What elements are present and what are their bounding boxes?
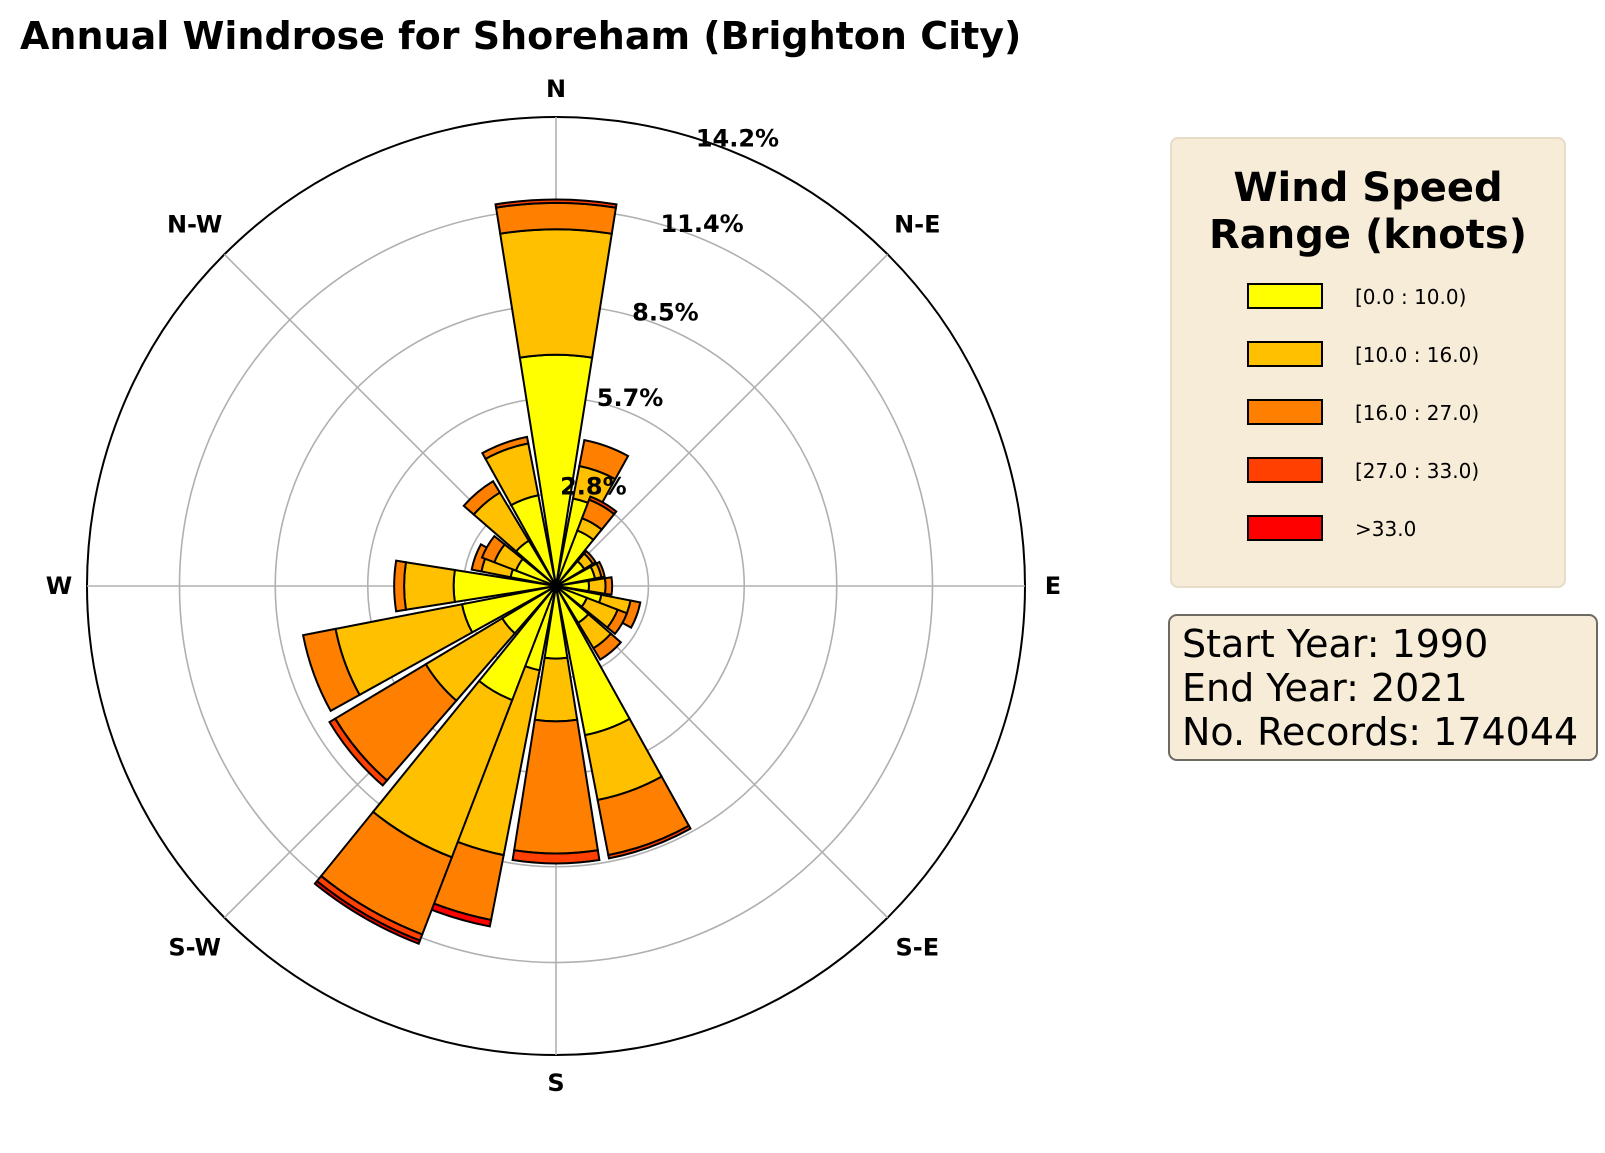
windrose-sector xyxy=(511,849,601,865)
radial-tick-label: 14.2% xyxy=(696,125,779,153)
legend-label: [16.0 : 27.0) xyxy=(1355,401,1480,425)
compass-label: S-E xyxy=(896,933,940,961)
windrose-sector xyxy=(592,632,623,661)
windrose-sector xyxy=(313,879,422,945)
record-info-box: Start Year: 1990 End Year: 2021 No. Reco… xyxy=(1168,614,1598,761)
windrose-sector xyxy=(494,198,618,209)
legend-label: >33.0 xyxy=(1355,517,1417,541)
windrose-sector xyxy=(587,577,607,595)
windrose-chart: 2.8% 5.7% 8.5% 11.4% 14.2% N N-E E S-E S S-W W N-W xyxy=(46,75,1061,1097)
windrose-sector xyxy=(578,438,630,481)
windrose-sector xyxy=(605,608,629,636)
legend-swatch xyxy=(1247,515,1323,541)
legend-item: >33.0 xyxy=(1247,515,1547,545)
legend-item: [0.0 : 10.0) xyxy=(1247,283,1547,313)
windrose-sector xyxy=(595,560,606,579)
compass-label: S-W xyxy=(168,933,221,961)
compass-label: N xyxy=(546,75,566,103)
windrose-sector xyxy=(328,717,389,787)
windrose-sector xyxy=(582,549,598,566)
legend-label: [10.0 : 16.0) xyxy=(1355,343,1480,367)
legend-item: [10.0 : 16.0) xyxy=(1247,341,1547,371)
compass-label: N-W xyxy=(167,211,222,239)
windrose-sector xyxy=(462,479,502,516)
radial-tick-label: 2.8% xyxy=(560,473,627,501)
legend-swatch xyxy=(1247,399,1323,425)
windrose-sector xyxy=(499,228,613,359)
windrose-sector xyxy=(403,561,457,611)
legend-item: [16.0 : 27.0) xyxy=(1247,399,1547,429)
legend-swatch xyxy=(1247,457,1323,483)
legend-item: [27.0 : 33.0) xyxy=(1247,457,1547,487)
legend-label: [27.0 : 33.0) xyxy=(1355,459,1480,483)
windrose-sector xyxy=(587,495,618,516)
windrose-sector xyxy=(393,559,408,613)
windrose-sector xyxy=(621,599,642,629)
windrose-sector xyxy=(603,576,614,596)
legend-title-line1: Wind Speed xyxy=(1233,165,1503,211)
windrose-sector xyxy=(480,435,530,461)
legend: Wind Speed Range (knots) [0.0 : 10.0) [1… xyxy=(1170,137,1566,588)
legend-title: Wind Speed Range (knots) xyxy=(1172,165,1564,259)
radial-tick-label: 11.4% xyxy=(660,210,743,238)
compass-label: S xyxy=(547,1069,564,1097)
legend-label: [0.0 : 10.0) xyxy=(1355,285,1467,309)
radial-tick-label: 8.5% xyxy=(632,299,699,327)
windrose-sector xyxy=(480,534,507,564)
compass-label: W xyxy=(46,572,72,600)
legend-title-line2: Range (knots) xyxy=(1208,212,1527,258)
record-count: No. Records: 174044 xyxy=(1182,710,1579,754)
compass-label: E xyxy=(1045,572,1061,600)
end-year: End Year: 2021 xyxy=(1182,666,1468,710)
compass-label: N-E xyxy=(894,211,940,239)
windrose-sector xyxy=(494,201,618,235)
angular-gridline xyxy=(555,253,889,587)
legend-swatch xyxy=(1247,341,1323,367)
chart-title: Annual Windrose for Shoreham (Brighton C… xyxy=(20,14,1022,58)
windrose-sector xyxy=(301,627,361,713)
legend-swatch xyxy=(1247,283,1323,309)
windrose-sector xyxy=(607,824,692,860)
start-year: Start Year: 1990 xyxy=(1182,622,1489,666)
radial-tick-label: 5.7% xyxy=(597,384,664,412)
